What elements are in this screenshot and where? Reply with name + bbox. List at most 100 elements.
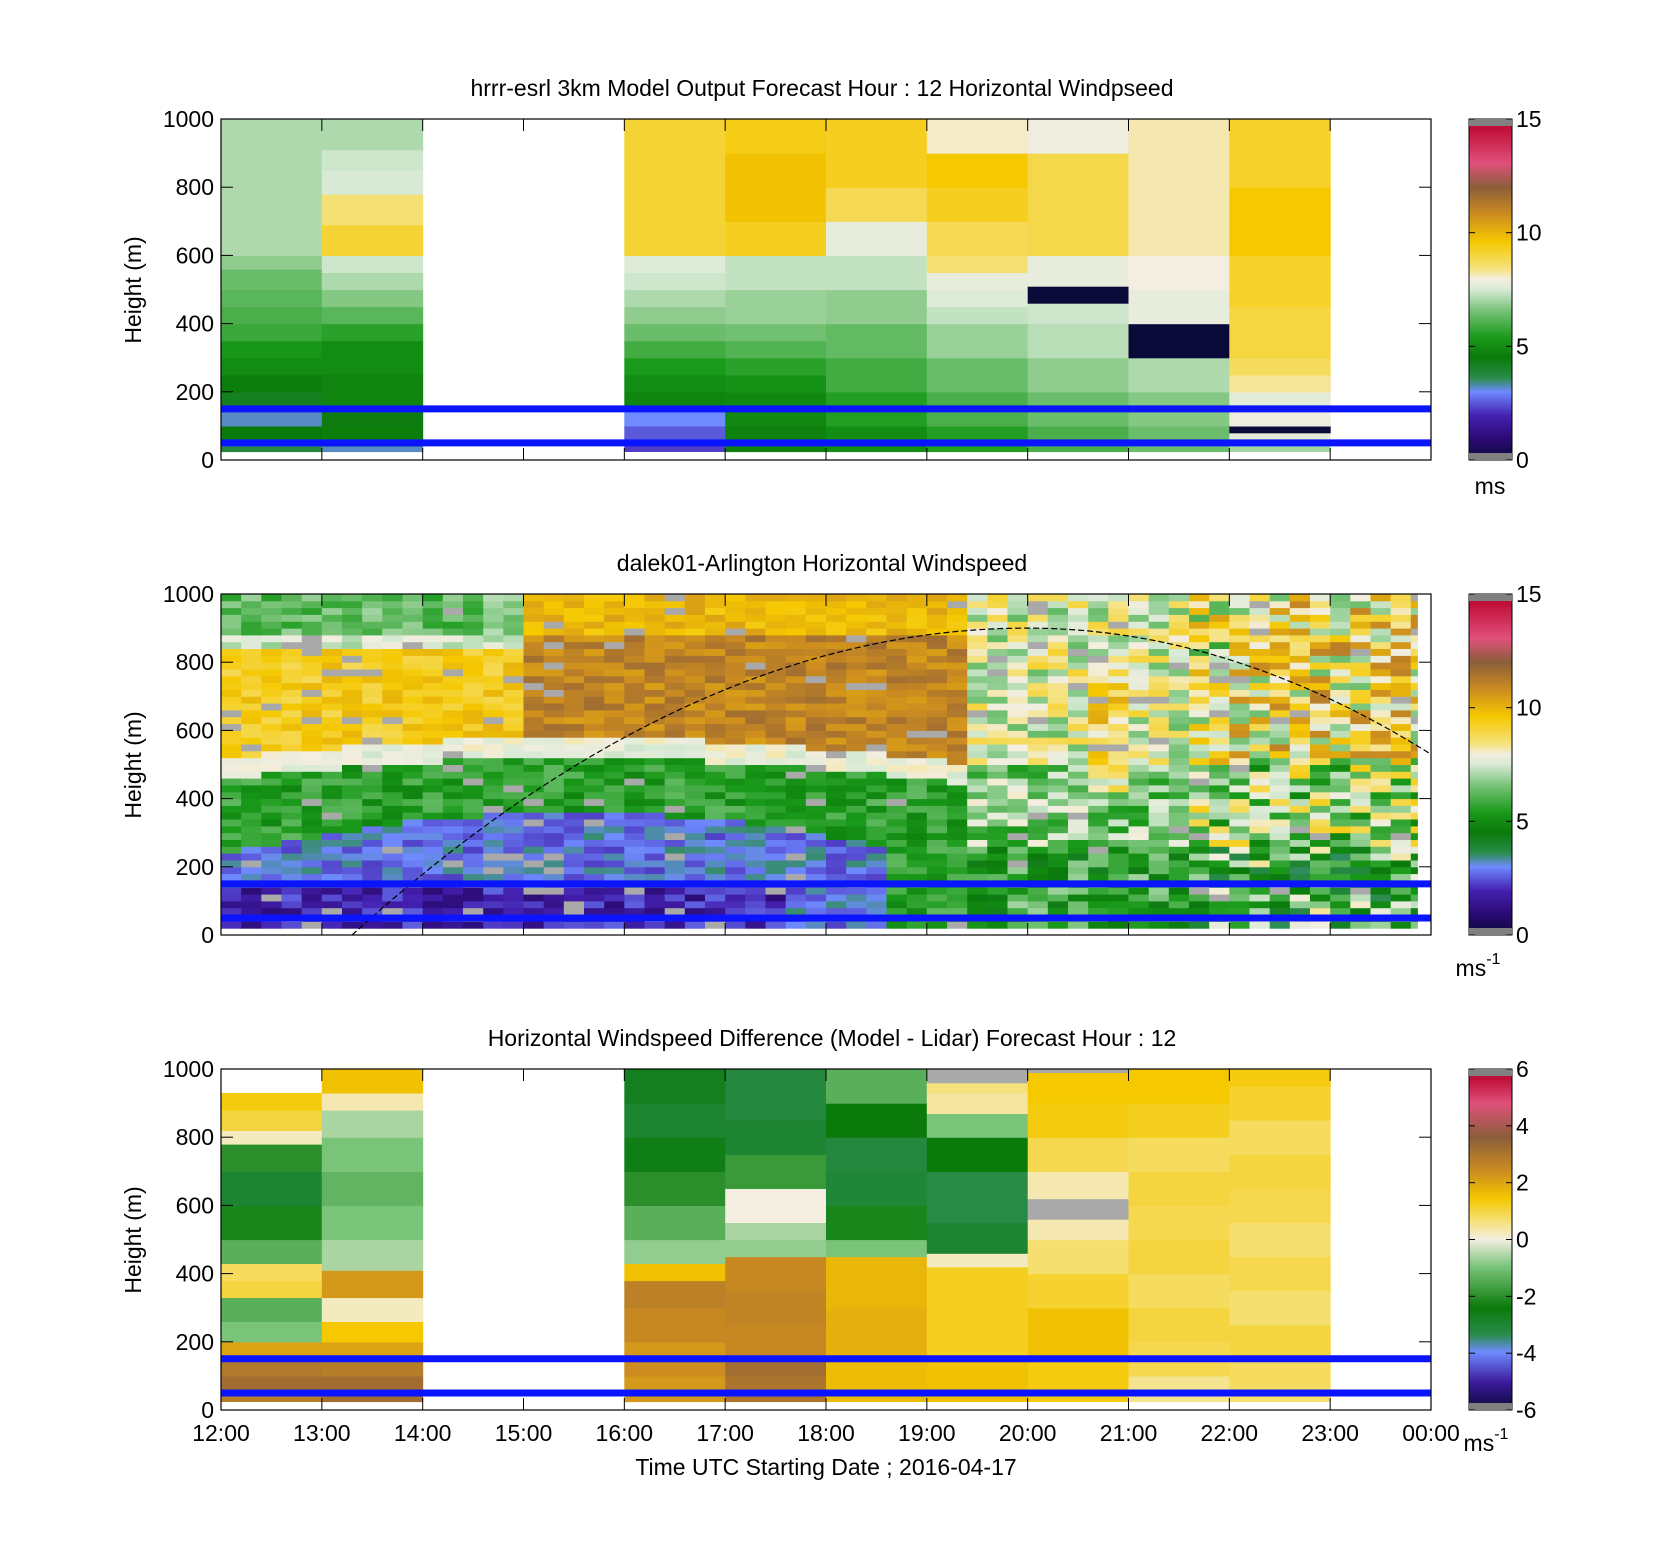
- heatmap-cell: [765, 641, 787, 649]
- heatmap-cell: [1128, 737, 1150, 745]
- heatmap-cell: [523, 866, 545, 875]
- heatmap-cell: [1330, 600, 1351, 609]
- heatmap-cell: [221, 846, 242, 854]
- heatmap-cell: [1128, 614, 1150, 622]
- heatmap-cell: [281, 750, 303, 759]
- heatmap-cell: [684, 600, 706, 609]
- heatmap-cell: [846, 778, 867, 786]
- heatmap-cell: [1289, 628, 1311, 636]
- heatmap-cell: [402, 798, 424, 806]
- heatmap-cell: [785, 669, 807, 677]
- heatmap-cell: [543, 689, 565, 697]
- heatmap-cell: [624, 921, 645, 929]
- heatmap-cell: [1108, 655, 1129, 663]
- heatmap-cell: [523, 832, 545, 840]
- heatmap-cell: [805, 607, 827, 615]
- heatmap-cell: [604, 771, 625, 779]
- heatmap-cell: [1027, 303, 1130, 325]
- heatmap-cell: [866, 825, 887, 834]
- heatmap-cell: [382, 703, 403, 711]
- heatmap-cell: [463, 594, 484, 602]
- heatmap-cell: [846, 894, 867, 902]
- heatmap-cell: [624, 900, 645, 909]
- heatmap-cell: [1047, 594, 1069, 602]
- heatmap-cell: [342, 921, 363, 929]
- heatmap-cell: [604, 812, 625, 820]
- heatmap-cell: [221, 825, 242, 834]
- heatmap-cell: [846, 798, 867, 806]
- heatmap-cell: [1370, 894, 1392, 902]
- heatmap-cell: [1189, 689, 1210, 697]
- heatmap-cell: [442, 900, 464, 909]
- heatmap-cell: [926, 628, 948, 636]
- heatmap-cell: [503, 846, 524, 854]
- heatmap-cell: [321, 607, 343, 615]
- heatmap-cell: [765, 648, 787, 656]
- heatmap-cell: [321, 425, 424, 441]
- heatmap-cell: [362, 900, 383, 909]
- heatmap-cell: [745, 900, 766, 909]
- heatmap-cell: [684, 825, 706, 834]
- heatmap-cell: [684, 689, 706, 697]
- heatmap-cell: [624, 607, 645, 615]
- heatmap-cell: [241, 662, 262, 670]
- heatmap-cell: [1128, 812, 1150, 820]
- heatmap-cell: [1209, 798, 1230, 806]
- heatmap-cell: [503, 832, 524, 840]
- heatmap-cell: [1108, 594, 1129, 602]
- heatmap-cell: [261, 907, 282, 915]
- heatmap-cell: [523, 655, 545, 663]
- heatmap-cell: [301, 819, 323, 827]
- heatmap-cell: [463, 641, 484, 649]
- heatmap-cell: [342, 675, 363, 684]
- heatmap-cell: [382, 750, 403, 759]
- heatmap-cell: [785, 716, 807, 725]
- heatmap-cell: [926, 771, 948, 779]
- heatmap-cell: [926, 832, 948, 840]
- heatmap-cell: [664, 812, 686, 820]
- heatmap-cell: [604, 846, 625, 854]
- heatmap-cell: [1330, 709, 1351, 718]
- heatmap-cell: [1108, 900, 1129, 909]
- heatmap-cell: [1229, 703, 1250, 711]
- heatmap-cell: [261, 894, 282, 902]
- heatmap-cell: [644, 594, 666, 602]
- heatmap-cell: [644, 614, 666, 622]
- heatmap-cell: [866, 900, 887, 909]
- heatmap-cell: [1350, 812, 1371, 820]
- heatmap-cell: [725, 846, 746, 854]
- heatmap-cell: [1209, 860, 1230, 868]
- heatmap-cell: [261, 675, 282, 684]
- heatmap-cell: [281, 594, 303, 602]
- heatmap-cell: [785, 853, 807, 861]
- heatmap-cell: [1310, 641, 1331, 649]
- heatmap-cell: [725, 696, 746, 704]
- heatmap-cell: [644, 621, 666, 629]
- heatmap-cell: [826, 357, 928, 393]
- heatmap-cell: [926, 221, 1029, 256]
- heatmap-cell: [463, 716, 484, 725]
- heatmap-cell: [926, 839, 948, 847]
- heatmap-cell: [523, 853, 545, 861]
- heatmap-cell: [947, 737, 968, 745]
- heatmap-cell: [261, 805, 282, 813]
- heatmap-cell: [1289, 655, 1311, 663]
- heatmap-cell: [402, 682, 424, 690]
- heatmap-cell: [1229, 1324, 1331, 1360]
- heatmap-cell: [604, 634, 625, 643]
- heatmap-cell: [725, 1069, 827, 1121]
- heatmap-cell: [321, 853, 343, 861]
- heatmap-cell: [362, 628, 383, 636]
- heatmap-cell: [1249, 730, 1271, 738]
- heatmap-cell: [382, 764, 403, 772]
- heatmap-cell: [906, 825, 928, 834]
- heatmap-cell: [1330, 846, 1351, 854]
- heatmap-cell: [301, 839, 323, 847]
- heatmap-cell: [1108, 682, 1129, 690]
- heatmap-cell: [523, 819, 545, 827]
- heatmap-cell: [321, 730, 343, 738]
- heatmap-cell: [886, 866, 908, 875]
- heatmap-cell: [1068, 921, 1089, 929]
- heatmap-cell: [1168, 655, 1190, 663]
